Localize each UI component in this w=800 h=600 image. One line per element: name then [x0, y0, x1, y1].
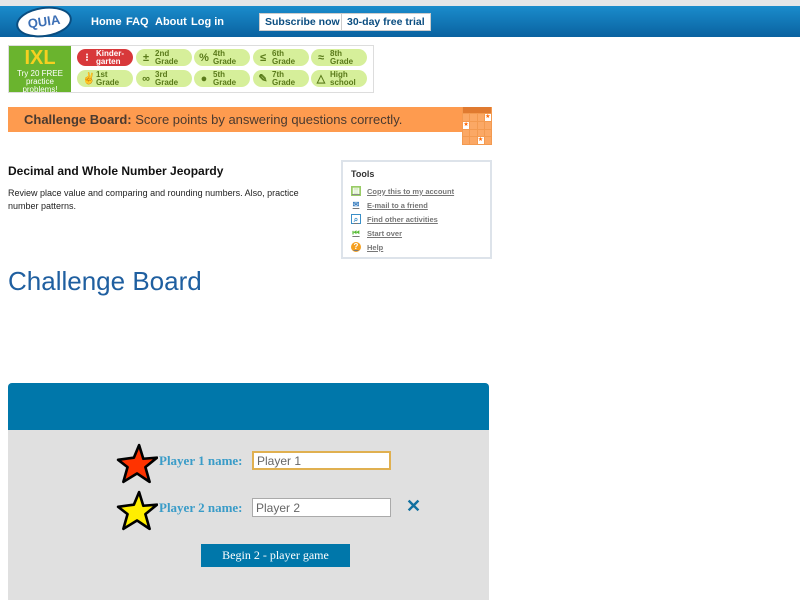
player2-label: Player 2 name: [159, 500, 243, 515]
activity-description: Review place value and comparing and rou… [8, 188, 299, 211]
header-bar: QUIA Home FAQ About Log in Subscribe now… [0, 3, 800, 41]
grade-label: 5th Grade [213, 69, 237, 87]
begin-game-button[interactable]: Begin 2 - player game [201, 544, 350, 567]
grade-pill[interactable]: ⁝ Kinder-garten [77, 49, 133, 66]
grade-pill[interactable]: ≈8th Grade [311, 49, 367, 66]
search-icon: ⌕ [351, 214, 361, 224]
grade-icon: ± [142, 51, 150, 64]
banner-bold: Challenge Board: [24, 112, 132, 127]
grade-label: 3rd Grade [155, 69, 179, 87]
grade-pill[interactable]: ● 5th Grade [194, 70, 250, 87]
grade-pill[interactable]: ∞ 3rd Grade [136, 70, 192, 87]
grade-pill[interactable]: ±2nd Grade [136, 49, 192, 66]
activity-title: Decimal and Whole Number Jeopardy [8, 164, 224, 178]
player1-name-input[interactable] [252, 451, 391, 470]
player1-star-icon [116, 443, 158, 484]
tool-label: Copy this to my account [367, 186, 455, 196]
tool-label: Help [367, 242, 384, 252]
subscribe-button[interactable]: Subscribe now [259, 13, 346, 31]
tool-label: Start over [367, 228, 403, 238]
nav-home[interactable]: Home [91, 16, 122, 28]
grade-icon: ≈ [317, 51, 325, 64]
grade-label: 4th Grade [213, 48, 237, 66]
ixl-logo: IXL [24, 47, 56, 69]
player2-name-input[interactable] [252, 498, 391, 517]
grade-icon: △ [316, 72, 326, 85]
grade-icon: ∞ [142, 72, 150, 85]
tool-copy[interactable]: ▤ Copy this to my account [351, 184, 482, 198]
grade-label: 6th Grade [272, 48, 296, 66]
copy-icon: ▤ [351, 186, 361, 196]
top-strip [0, 0, 800, 6]
grade-icon: ✎ [258, 72, 268, 85]
board-grid-icon: ★ ★ ★ [462, 107, 492, 145]
player2-star-icon [116, 490, 158, 531]
grade-pill[interactable]: △ High school [311, 70, 367, 87]
tool-start-over[interactable]: ⏮ Start over [351, 226, 482, 240]
grade-label: 7th Grade [272, 69, 296, 87]
grade-label: 2nd Grade [155, 48, 179, 66]
grade-pill[interactable]: % 4th Grade [194, 49, 250, 66]
trial-button[interactable]: 30-day free trial [341, 13, 431, 31]
page-heading: Challenge Board [8, 266, 202, 296]
banner-text: Score points by answering questions corr… [131, 112, 403, 127]
tool-email[interactable]: ✉ E-mail to a friend [351, 198, 482, 212]
help-icon: ? [351, 242, 361, 252]
remove-player-icon[interactable]: ✕ [406, 496, 422, 516]
ixl-ad[interactable]: IXL Try 20 FREE practice problems! ⁝ Kinde… [8, 45, 374, 94]
player1-label: Player 1 name: [159, 453, 243, 468]
grade-label: High school [330, 69, 356, 87]
grade-icon: ≤ [259, 51, 267, 64]
tools-panel: Tools ▤ Copy this to my account ✉ E-mail t… [341, 160, 492, 259]
tools-heading: Tools [351, 169, 375, 179]
rewind-icon: ⏮ [352, 228, 360, 237]
nav-faq[interactable]: FAQ [126, 16, 149, 28]
challenge-banner: Challenge Board: Score points by answeri… [8, 107, 492, 132]
grade-pill[interactable]: ✎ 7th Grade [253, 70, 309, 87]
tool-find[interactable]: ⌕ Find other activities [351, 212, 482, 226]
tool-help[interactable]: ? Help [351, 240, 482, 254]
nav-login[interactable]: Log in [191, 16, 224, 28]
grade-pill[interactable]: ≤6th Grade [253, 49, 309, 66]
ixl-promo-text: Try 20 FREE practice problems! [17, 69, 63, 94]
grade-icon: ⁝ [85, 51, 89, 64]
grade-pill[interactable]: ✌ 1st Grade [77, 70, 133, 87]
email-icon: ✉ [352, 200, 360, 209]
game-header [8, 383, 489, 430]
grade-label: 1st Grade [96, 69, 120, 87]
grade-label: Kinder-garten [96, 48, 124, 66]
ixl-promo[interactable]: IXL Try 20 FREE practice problems! [9, 46, 71, 94]
nav-about[interactable]: About [155, 16, 187, 28]
grade-label: 8th Grade [330, 48, 354, 66]
tool-label: Find other activities [367, 214, 438, 224]
grade-icon: % [199, 51, 209, 64]
grade-icon: ✌ [82, 72, 96, 85]
grade-icon: ● [200, 72, 208, 85]
quia-logo[interactable]: QUIA [14, 3, 74, 41]
tool-label: E-mail to a friend [367, 200, 428, 210]
game-panel: Player 1 name: Player 2 name: ✕ Begin 2 … [8, 383, 489, 600]
